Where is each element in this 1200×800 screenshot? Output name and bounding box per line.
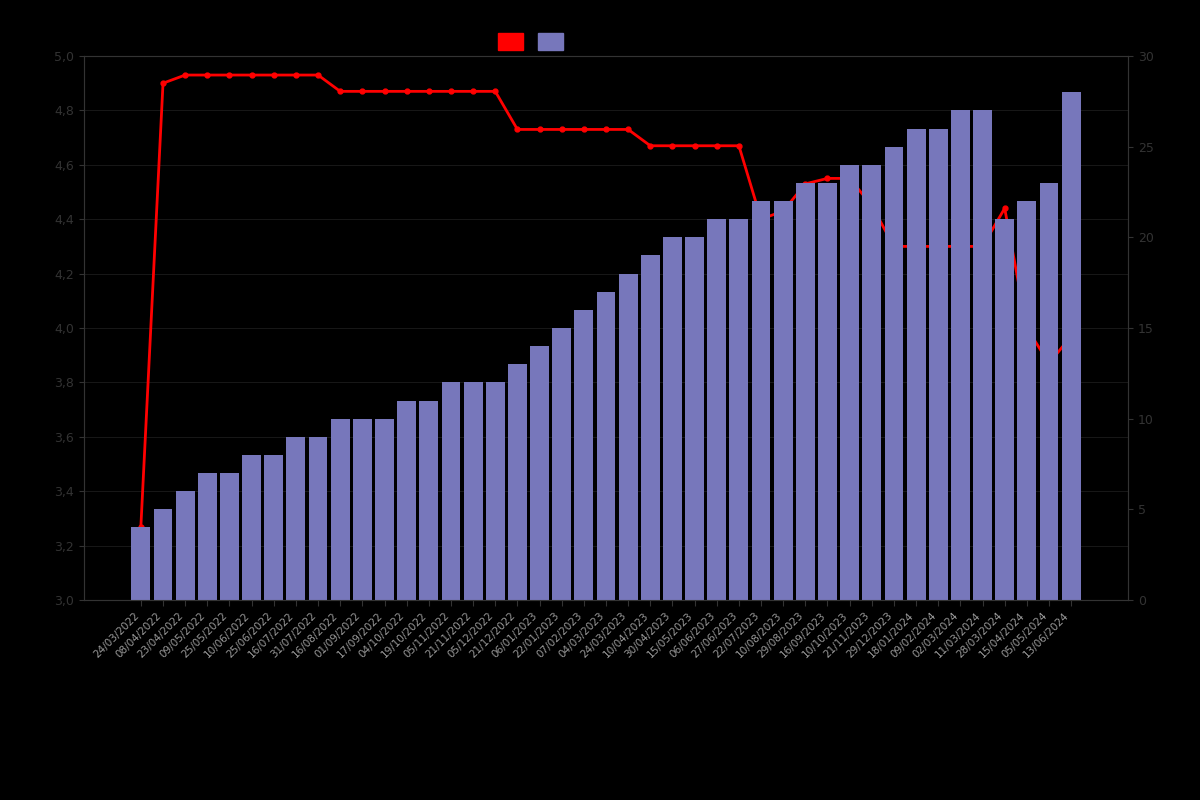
Bar — [596, 292, 616, 600]
Bar — [751, 201, 770, 600]
Bar — [508, 364, 527, 600]
Bar — [664, 238, 682, 600]
Legend: , : , — [498, 33, 568, 50]
Bar — [818, 183, 836, 600]
Bar — [619, 274, 637, 600]
Bar — [730, 219, 749, 600]
Bar — [376, 418, 394, 600]
Bar — [863, 165, 881, 600]
Bar — [353, 418, 372, 600]
Bar — [1018, 201, 1037, 600]
Bar — [463, 382, 482, 600]
Bar — [242, 455, 262, 600]
Bar — [907, 129, 925, 600]
Bar — [796, 183, 815, 600]
Bar — [287, 437, 305, 600]
Bar — [486, 382, 505, 600]
Bar — [397, 401, 416, 600]
Bar — [641, 255, 660, 600]
Bar — [132, 527, 150, 600]
Bar — [530, 346, 548, 600]
Bar — [419, 401, 438, 600]
Bar — [995, 219, 1014, 600]
Bar — [884, 146, 904, 600]
Bar — [442, 382, 461, 600]
Bar — [175, 491, 194, 600]
Bar — [774, 201, 793, 600]
Bar — [1039, 183, 1058, 600]
Bar — [575, 310, 593, 600]
Bar — [973, 110, 992, 600]
Bar — [308, 437, 328, 600]
Bar — [220, 473, 239, 600]
Bar — [154, 510, 173, 600]
Bar — [552, 328, 571, 600]
Bar — [198, 473, 217, 600]
Bar — [707, 219, 726, 600]
Bar — [685, 238, 704, 600]
Bar — [331, 418, 349, 600]
Bar — [950, 110, 970, 600]
Bar — [1062, 92, 1080, 600]
Bar — [840, 165, 859, 600]
Bar — [264, 455, 283, 600]
Bar — [929, 129, 948, 600]
